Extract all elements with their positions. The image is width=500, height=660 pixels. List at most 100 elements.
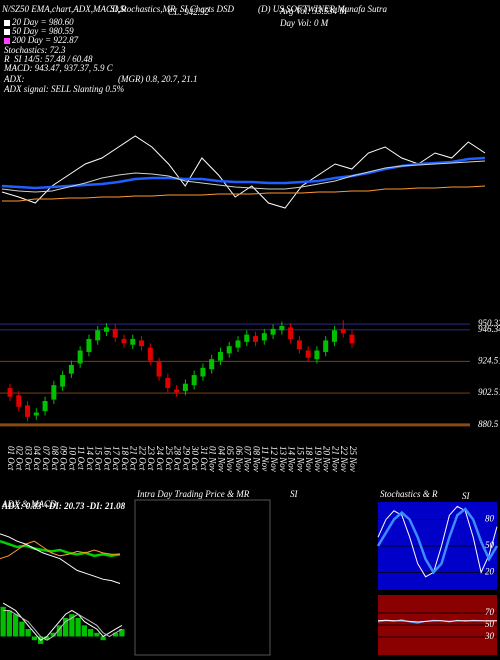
x-tick-label: 30 Oct bbox=[190, 445, 200, 471]
x-tick-label: 04 Oct bbox=[32, 446, 42, 471]
bar bbox=[31, 636, 37, 641]
x-tick-label: 14 Oct bbox=[85, 446, 95, 471]
y-tick-label: 950.32 bbox=[478, 318, 500, 328]
annotation: R bbox=[3, 54, 10, 64]
x-tick-label: 15 Nov bbox=[295, 446, 305, 472]
candle-body bbox=[95, 330, 101, 341]
x-tick-label: 01 Oct bbox=[6, 446, 16, 471]
candle-body bbox=[296, 340, 302, 350]
x-tick-label: 19 Nov bbox=[313, 446, 323, 472]
bar bbox=[69, 614, 75, 637]
bar bbox=[44, 636, 50, 641]
candle-body bbox=[68, 364, 74, 374]
candle-body bbox=[121, 338, 127, 344]
bar bbox=[25, 629, 31, 637]
candle-body bbox=[112, 328, 118, 338]
x-tick-label: 22 Nov bbox=[339, 446, 349, 472]
x-tick-label: 02 Oct bbox=[15, 446, 25, 471]
bar bbox=[63, 617, 69, 637]
x-tick-label: 29 Oct bbox=[181, 446, 191, 471]
x-tick-label: 05 Nov bbox=[225, 446, 235, 472]
candle-body bbox=[42, 401, 48, 412]
x-tick-label: 24 Oct bbox=[155, 446, 165, 471]
bar bbox=[50, 632, 56, 637]
y-tick-label: 924.51 bbox=[478, 355, 500, 365]
annotation: Stochastics: 72.3 bbox=[4, 45, 66, 55]
candle-body bbox=[139, 340, 145, 347]
series-line bbox=[2, 602, 123, 641]
y-tick-label: 880.5 bbox=[478, 419, 499, 429]
annotation: Avg Vol: 33.534 M bbox=[279, 6, 347, 16]
bar bbox=[6, 610, 12, 637]
candle-body bbox=[340, 328, 346, 334]
series-line bbox=[1, 160, 486, 193]
x-tick-label: 03 Oct bbox=[23, 446, 33, 471]
intraday-suffix: SI bbox=[290, 489, 299, 499]
panel-title: Stochastics & R bbox=[380, 489, 438, 499]
x-tick-label: 04 Nov bbox=[216, 446, 226, 472]
panel-subtitle: SI bbox=[462, 491, 471, 501]
candle-body bbox=[103, 327, 109, 332]
candle-body bbox=[16, 395, 22, 407]
x-tick-label: 08 Nov bbox=[251, 446, 261, 472]
y-tick-label: 80 bbox=[485, 514, 495, 524]
candle-body bbox=[200, 367, 206, 377]
bar bbox=[75, 617, 81, 637]
x-tick-label: 14 Nov bbox=[287, 446, 297, 472]
candle-body bbox=[174, 389, 180, 393]
legend-swatch bbox=[4, 29, 10, 35]
x-tick-label: 22 Oct bbox=[137, 446, 147, 471]
bar bbox=[100, 636, 106, 641]
candle-body bbox=[279, 325, 285, 331]
annotation: ADX: bbox=[3, 74, 25, 84]
series-line bbox=[0, 533, 121, 584]
intraday-frame bbox=[134, 499, 271, 656]
x-tick-label: 31 Oct bbox=[199, 445, 209, 471]
candle-body bbox=[331, 330, 337, 342]
annotation: CL: 942.92 bbox=[168, 7, 210, 17]
candle-body bbox=[147, 347, 153, 361]
x-tick-label: 25 Oct bbox=[164, 446, 174, 471]
x-tick-label: 09 Oct bbox=[59, 446, 69, 471]
candle-body bbox=[156, 362, 162, 377]
series-line bbox=[1, 135, 486, 209]
x-tick-label: 28 Oct bbox=[173, 446, 183, 471]
candle-body bbox=[217, 351, 223, 361]
annotation: SI 14/5: 57.48 / 60.48 bbox=[14, 54, 93, 64]
candle-body bbox=[349, 334, 355, 344]
panel-subtitle: ADX: 0.83 +DI: 20.73 -DI: 21.08 bbox=[1, 501, 126, 511]
bar bbox=[19, 621, 25, 637]
series-line bbox=[377, 619, 497, 623]
x-tick-label: 21 Nov bbox=[330, 446, 340, 472]
candle-body bbox=[253, 336, 259, 342]
annotation: Day Vol: 0 M bbox=[279, 18, 329, 28]
candle-body bbox=[33, 412, 39, 416]
candle-body bbox=[314, 350, 320, 360]
candle-body bbox=[60, 375, 66, 387]
candle-body bbox=[165, 377, 171, 389]
x-tick-label: 15 Oct bbox=[94, 446, 104, 471]
x-tick-label: 17 Oct bbox=[111, 446, 121, 471]
candle-body bbox=[288, 327, 294, 339]
candle-body bbox=[235, 340, 241, 348]
x-tick-label: 08 Oct bbox=[50, 446, 60, 471]
annotation: MACD: 943.47, 937.37, 5.9 C bbox=[3, 63, 114, 73]
candle-body bbox=[305, 350, 311, 358]
x-tick-label: 11 Nov bbox=[260, 446, 270, 471]
candle-body bbox=[226, 346, 232, 354]
bar bbox=[81, 625, 87, 637]
annotation: N/SZ50 EMA,chart,ADX,MACD,R bbox=[1, 4, 127, 14]
candle-body bbox=[130, 338, 136, 345]
series-line bbox=[377, 505, 498, 578]
x-tick-label: 20 Nov bbox=[322, 446, 332, 472]
candle-body bbox=[25, 405, 31, 417]
series-line bbox=[376, 507, 499, 575]
candle-body bbox=[182, 383, 188, 391]
x-tick-label: 12 Nov bbox=[269, 446, 279, 472]
bar bbox=[119, 629, 125, 637]
x-tick-label: 25 Nov bbox=[348, 446, 358, 472]
series-line bbox=[2, 185, 486, 202]
candle-body bbox=[86, 338, 92, 352]
y-tick-label: 902.51 bbox=[478, 387, 500, 397]
candle-body bbox=[270, 328, 276, 335]
